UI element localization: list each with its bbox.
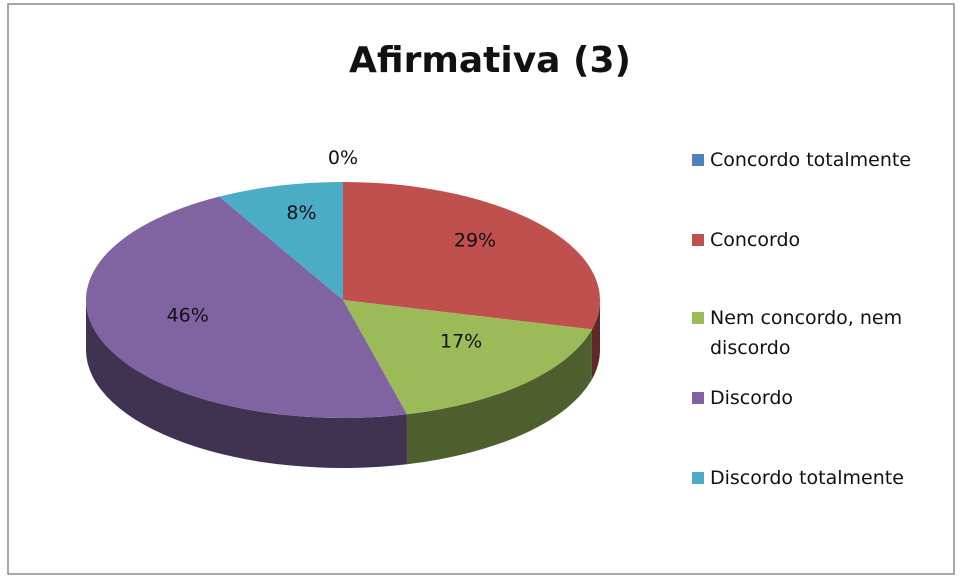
legend-label: Concordo: [710, 229, 801, 251]
legend-label: Concordo totalmente: [710, 149, 912, 171]
legend-swatch: [692, 472, 704, 484]
data-label: 0%: [328, 147, 358, 169]
data-label: 46%: [167, 305, 209, 327]
legend-item: Discordo totalmente: [690, 463, 925, 493]
legend-item: Concordo: [690, 225, 925, 255]
slice-side: [591, 300, 600, 380]
legend-label: Discordo: [710, 387, 794, 409]
legend-label: Discordo totalmente: [710, 467, 904, 489]
slice: [85, 196, 407, 418]
legend-item: Nem concordo, nem discordo: [690, 303, 925, 363]
legend-label: Nem concordo, nem discordo: [710, 307, 903, 359]
legend-swatch: [692, 154, 704, 166]
data-label: 8%: [286, 202, 316, 224]
legend-swatch: [692, 392, 704, 404]
slice-side: [86, 300, 407, 468]
slice-side: [406, 329, 592, 465]
legend-item: Discordo: [690, 383, 925, 413]
legend-swatch: [692, 312, 704, 324]
slice: [343, 182, 600, 330]
slice: [343, 300, 592, 415]
legend-item: Concordo totalmente: [690, 145, 925, 175]
data-label: 29%: [454, 229, 496, 251]
slice: [219, 182, 343, 300]
chart-title: Afirmativa (3): [349, 40, 631, 81]
data-label: 17%: [440, 331, 482, 353]
legend-swatch: [692, 234, 704, 246]
